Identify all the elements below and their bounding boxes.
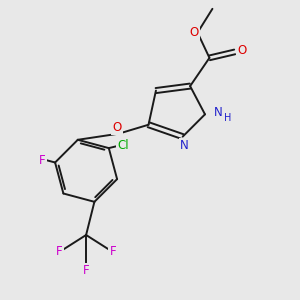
Text: N: N: [180, 139, 189, 152]
Text: F: F: [110, 244, 116, 258]
Text: O: O: [113, 121, 122, 134]
Text: O: O: [238, 44, 247, 57]
Text: O: O: [189, 26, 199, 38]
Text: H: H: [224, 113, 231, 124]
Text: Cl: Cl: [117, 139, 129, 152]
Text: O: O: [113, 121, 122, 134]
Text: F: F: [56, 244, 63, 258]
Text: F: F: [56, 244, 63, 258]
Text: F: F: [83, 264, 89, 277]
Text: O: O: [189, 26, 199, 38]
Text: F: F: [83, 264, 89, 277]
Text: N: N: [214, 106, 223, 119]
Text: F: F: [39, 154, 46, 166]
Text: Cl: Cl: [117, 139, 129, 152]
Text: O: O: [238, 44, 247, 57]
Text: H: H: [224, 113, 231, 124]
Text: N: N: [180, 139, 189, 152]
Text: F: F: [39, 154, 46, 166]
Text: F: F: [110, 244, 116, 258]
Text: N: N: [214, 106, 223, 119]
